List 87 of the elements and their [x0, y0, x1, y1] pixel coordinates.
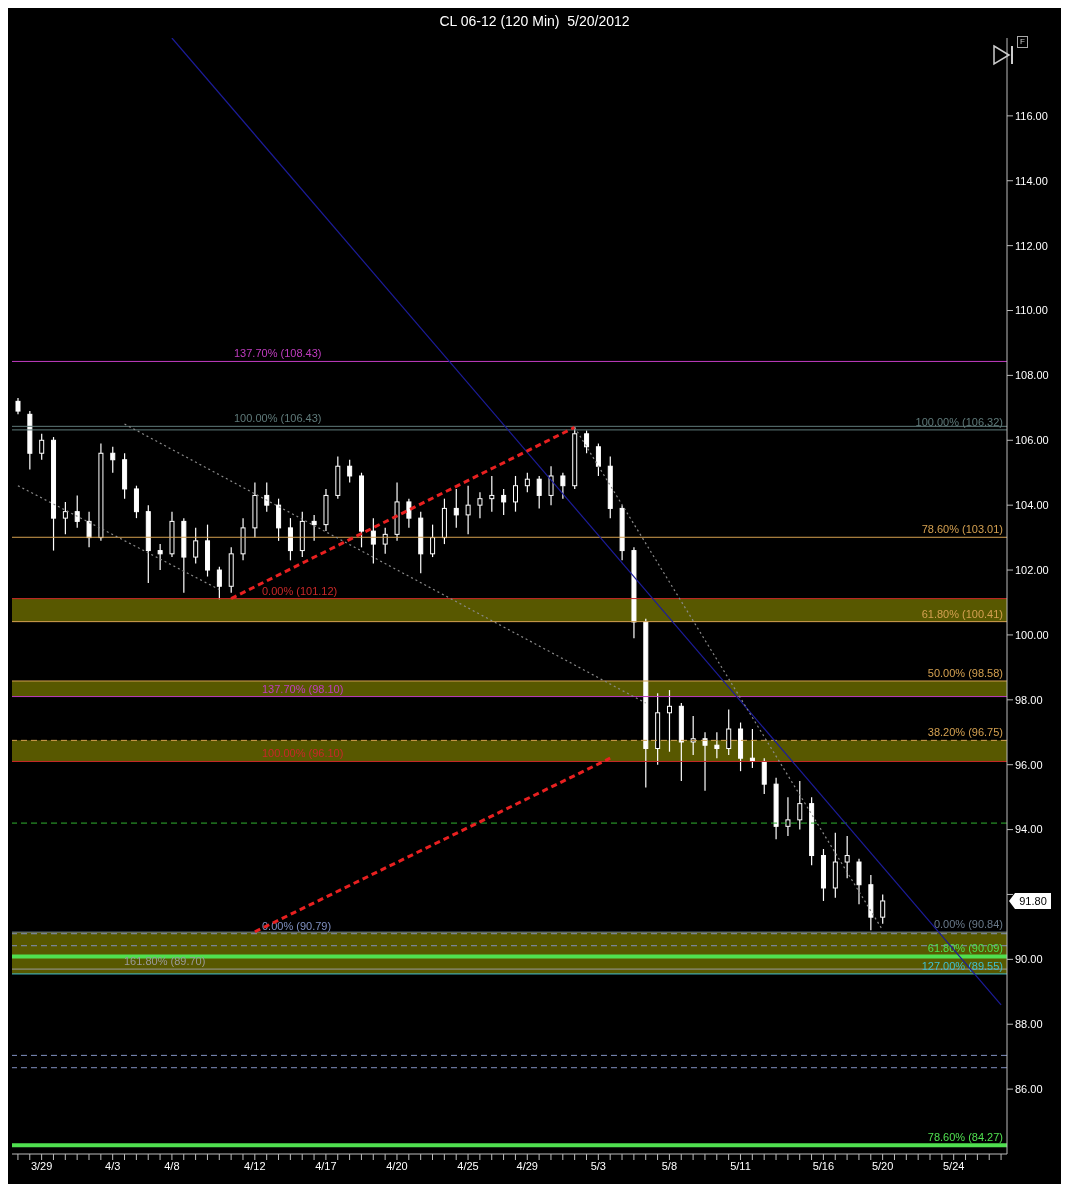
ref-line-label: 50.00% (98.58): [927, 667, 1003, 679]
candlestick: [39, 433, 45, 461]
ref-line-label: 137.70% (108.43): [234, 347, 322, 360]
x-tick-label: 4/17: [315, 1159, 337, 1172]
y-tick-label: 86.00: [1015, 1083, 1043, 1096]
y-tick-label: 100.00: [1015, 628, 1049, 641]
y-tick-label: 106.00: [1015, 434, 1049, 447]
candlestick: [690, 715, 696, 756]
candlestick: [347, 459, 353, 484]
candlestick: [844, 835, 850, 879]
candlestick: [193, 527, 199, 565]
text: 91.80: [1019, 894, 1047, 907]
candlestick: [785, 796, 791, 837]
candlestick: [513, 475, 518, 513]
candlestick: [453, 488, 459, 529]
x-tick-label: 5/3: [590, 1159, 606, 1172]
y-tick-label: 88.00: [1015, 1018, 1043, 1031]
text: F: [1017, 36, 1028, 48]
y-tick-label: 116.00: [1015, 109, 1048, 122]
candlestick: [62, 501, 68, 535]
x-tick-label: 3/29: [30, 1159, 53, 1172]
y-tick-label: 96.00: [1015, 758, 1043, 771]
x-tick-label: 5/16: [812, 1159, 835, 1172]
candlestick: [666, 689, 672, 753]
candlestick: [856, 858, 862, 905]
ref-line-label: 161.80% (89.70): [124, 955, 206, 968]
x-tick-label: 4/20: [386, 1159, 408, 1172]
candlestick: [489, 475, 495, 513]
x-tick-label: 4/29: [516, 1159, 538, 1172]
candlestick: [430, 524, 436, 558]
candlestick: [880, 893, 886, 925]
candlestick: [406, 498, 412, 529]
ref-line-label: 0.00% (90.84): [933, 918, 1003, 931]
y-tick-label: 94.00: [1015, 823, 1043, 836]
candlestick: [477, 491, 483, 519]
candlestick: [74, 494, 80, 529]
candlestick: [797, 780, 803, 831]
candlestick: [584, 429, 590, 454]
candlestick: [311, 514, 317, 542]
ref-line-label: 137.70% (98.10): [262, 682, 344, 695]
x-tick-label: 4/25: [457, 1159, 479, 1172]
ref-line-label: 61.80% (100.41): [921, 607, 1003, 620]
candlestick: [536, 475, 542, 510]
candlestick: [714, 731, 720, 759]
candlestick: [501, 488, 507, 516]
candlestick: [133, 485, 139, 519]
candlestick: [560, 472, 566, 500]
x-tick-label: 5/24: [942, 1159, 965, 1172]
x-tick-label: 5/11: [730, 1159, 751, 1172]
candlestick: [595, 442, 601, 477]
ref-line-label: 100.00% (106.43): [234, 412, 322, 425]
ref-line-label: 78.60% (84.27): [927, 1131, 1003, 1144]
ref-line-label: 38.20% (96.75): [927, 726, 1003, 739]
x-tick-label: 5/8: [661, 1159, 678, 1172]
candlestick: [465, 485, 471, 535]
y-tick-label: 104.00: [1015, 499, 1049, 512]
ref-line-label: 127.00% (89.55): [921, 959, 1003, 972]
candlestick: [287, 517, 293, 561]
candlestick: [370, 517, 376, 565]
ref-line-label: 100.00% (106.32): [915, 415, 1003, 428]
candlestick: [548, 465, 554, 506]
ref-line-label: 78.60% (103.01): [921, 523, 1003, 536]
chart-title: CL 06-12 (120 Min) 5/20/2012: [438, 12, 631, 31]
y-tick-label: 112.00: [1015, 239, 1048, 252]
candlestick: [382, 527, 388, 555]
candlestick: [276, 498, 282, 542]
y-tick-label: 102.00: [1015, 563, 1049, 576]
candlestick: [726, 708, 732, 756]
candlestick: [110, 446, 116, 474]
candlestick: [157, 543, 163, 571]
x-tick-label: 4/12: [244, 1159, 266, 1172]
y-tick-label: 114.00: [1015, 174, 1048, 187]
candlestick: [86, 511, 92, 548]
candlestick: [216, 566, 222, 600]
x-tick-label: 4/8: [164, 1159, 180, 1172]
y-tick-label: 98.00: [1015, 693, 1043, 706]
ref-line-label: 100.00% (96.10): [262, 747, 344, 760]
candlestick: [524, 472, 530, 493]
candlestick: [264, 481, 270, 513]
candlestick: [761, 757, 767, 795]
ref-line-label: 0.00% (101.12): [262, 584, 338, 597]
y-tick-label: 90.00: [1015, 953, 1043, 966]
y-tick-label: 110.00: [1015, 304, 1048, 317]
y-tick-label: 108.00: [1015, 369, 1049, 382]
candlestick: [702, 731, 708, 792]
x-tick-label: 5/20: [871, 1159, 894, 1172]
x-tick-label: 4/3: [105, 1159, 121, 1172]
